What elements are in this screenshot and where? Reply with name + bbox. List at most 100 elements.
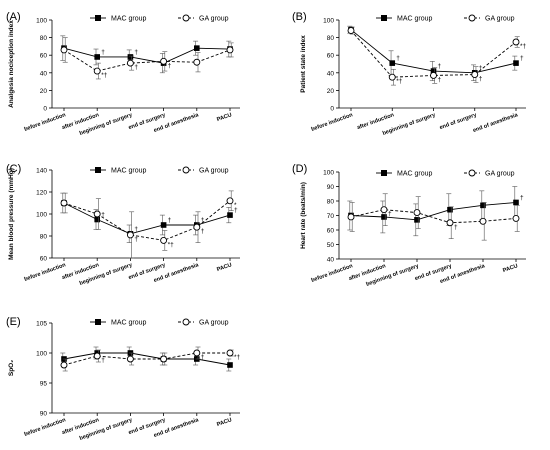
legend-label: MAC group [397,16,433,23]
significance-mark: † [438,76,442,83]
data-point [480,202,486,209]
data-point [126,59,134,67]
legend-marker [468,14,476,22]
data-point [160,57,168,65]
legend-marker [468,169,476,177]
data-point [193,58,201,66]
legend-item: GA group [178,318,229,327]
legend-marker [381,170,387,176]
data-point [93,210,101,218]
series-line [63,47,231,64]
series-ga: *† † † [60,37,234,80]
y-tick-label: 140 [36,168,47,175]
series-ga: † † *† [60,346,241,372]
y-axis-label: Patient state index [300,35,307,93]
y-tick-label: 80 [327,199,335,206]
data-point [227,212,233,218]
data-point [226,46,234,54]
y-tick-label: 0 [43,106,47,113]
significance-mark: *† [234,354,241,361]
legend-marker [381,15,387,21]
x-tick-label: before induction [23,262,67,283]
legend-marker [182,14,190,22]
data-point [389,60,396,66]
y-tick-label: 20 [327,88,335,95]
data-point [60,361,68,369]
data-point [160,355,168,363]
data-point [93,67,101,75]
data-point [513,199,519,206]
data-point [471,71,479,79]
data-point [226,349,234,357]
x-tick-label: PACU [216,262,233,273]
legend-label: MAC group [397,171,433,178]
series-ga: †*††* [60,190,237,259]
legend-label: GA group [485,171,515,178]
significance-mark: † [134,64,138,71]
y-axis-label: Heart rate (beats/min) [300,182,307,249]
data-point [60,199,68,207]
legend: MAC group GA group [376,14,515,23]
significance-mark: † [101,212,105,219]
data-point [347,213,355,221]
y-tick-label: 120 [36,190,47,197]
series-line [63,352,230,366]
legend: MAC group GA group [90,166,229,175]
significance-mark: *† [396,78,403,85]
panel-b: (B) 0 20 40 60 80 100 Patient state index before… [292,11,527,137]
legend: MAC group GA group [90,14,229,23]
panel-letter: (B) [292,11,307,23]
legend: MAC group GA group [376,169,515,178]
y-tick-label: 60 [40,256,48,263]
x-tick-label: PACU [216,417,233,428]
legend-marker [182,166,190,174]
data-point [160,222,167,228]
data-point [226,197,234,205]
data-point [94,216,100,223]
data-point [388,73,396,81]
significance-mark: † [438,63,442,70]
y-tick-label: 90 [40,411,48,418]
data-point [193,223,201,231]
significance-mark: † [134,236,138,243]
data-point [479,217,487,225]
y-tick-label: 80 [327,35,335,42]
significance-mark: *† [101,72,108,79]
significance-mark: *† [168,241,175,248]
legend-marker [95,167,101,173]
series-line [63,49,231,72]
legend-marker [95,319,101,325]
significance-mark: † [201,354,205,361]
significance-mark: † [168,217,172,224]
significance-mark: † [479,65,483,72]
significance-mark: † [134,49,138,56]
series-mac: † † † † [347,25,524,82]
series-line [350,29,517,74]
y-axis-label: Mean blood pressure (mmHg) [8,168,15,260]
data-point [194,45,200,51]
y-tick-label: 80 [40,35,48,42]
series-line [63,200,231,241]
y-tick-label: 100 [36,18,47,25]
significance-mark: † [201,217,205,224]
significance-mark: *† [520,43,527,50]
data-point [430,71,437,79]
y-tick-label: 100 [36,212,47,219]
data-point [93,352,101,360]
legend-item: MAC group [90,167,147,175]
panel-letter: (E) [6,316,21,328]
data-point [513,60,519,66]
legend-marker [95,15,101,21]
legend-label: MAC group [111,16,147,23]
legend: MAC group GA group [90,318,229,327]
significance-mark: † [388,211,392,218]
significance-mark: † [479,76,483,83]
y-tick-label: 100 [323,170,334,177]
significance-mark: * [234,202,237,209]
panel-c: (C) 60 80 100 120 140 Mean blood pressure (mmH… [6,163,240,287]
panel-a: (A) 0 20 40 60 80 100 Analgesia nociception ind… [6,11,240,137]
legend-item: GA group [464,14,515,23]
series-line [63,202,231,235]
significance-mark: † [234,207,238,214]
x-tick-label: before induction [310,263,354,284]
